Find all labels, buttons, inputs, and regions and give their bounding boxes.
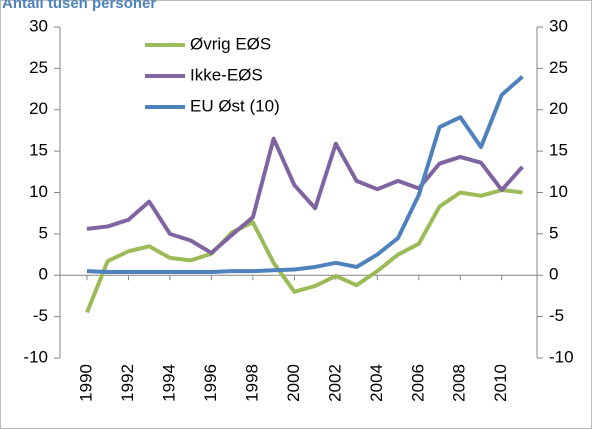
legend-label: Øvrig EØS [190,34,271,53]
x-tick-label: 2006 [408,364,427,402]
y2-tick-label: 25 [549,58,568,77]
y2-tick-label: -5 [549,306,564,325]
y2-tick-label: 20 [549,99,568,118]
y2-tick-label: 10 [549,182,568,201]
y2-tick-label: 15 [549,141,568,160]
series-line [86,136,524,255]
series-line [85,188,523,314]
x-tick-label: 2008 [450,364,469,402]
y2-tick-label: 5 [549,223,558,242]
x-tick-label: 1994 [159,364,178,402]
x-tick-label: 1992 [118,364,137,402]
chart-title: Antall tusen personer [2,0,156,12]
y-tick-label: 20 [29,99,48,118]
x-tick-label: 2010 [491,364,510,402]
x-tick-label: 1990 [76,364,95,402]
x-tick-label: 1996 [201,364,220,402]
y2-tick-label: 30 [549,16,568,35]
legend-label: EU Øst (10) [190,96,280,115]
y2-tick-label: -10 [549,347,574,366]
y-tick-label: -10 [23,347,48,366]
y-tick-label: 15 [29,141,48,160]
y-tick-label: 10 [29,182,48,201]
y-tick-label: -5 [33,306,48,325]
y-tick-label: 5 [39,223,48,242]
y-tick-label: 30 [29,16,48,35]
x-tick-label: 1998 [242,364,261,402]
series-line [86,75,524,274]
x-tick-label: 2000 [284,364,303,402]
y-tick-label: 0 [39,265,48,284]
x-tick-label: 2004 [367,364,386,402]
y2-tick-label: 0 [549,265,558,284]
legend-label: Ikke-EØS [190,65,263,84]
x-tick-label: 2002 [325,364,344,402]
y-tick-label: 25 [29,58,48,77]
